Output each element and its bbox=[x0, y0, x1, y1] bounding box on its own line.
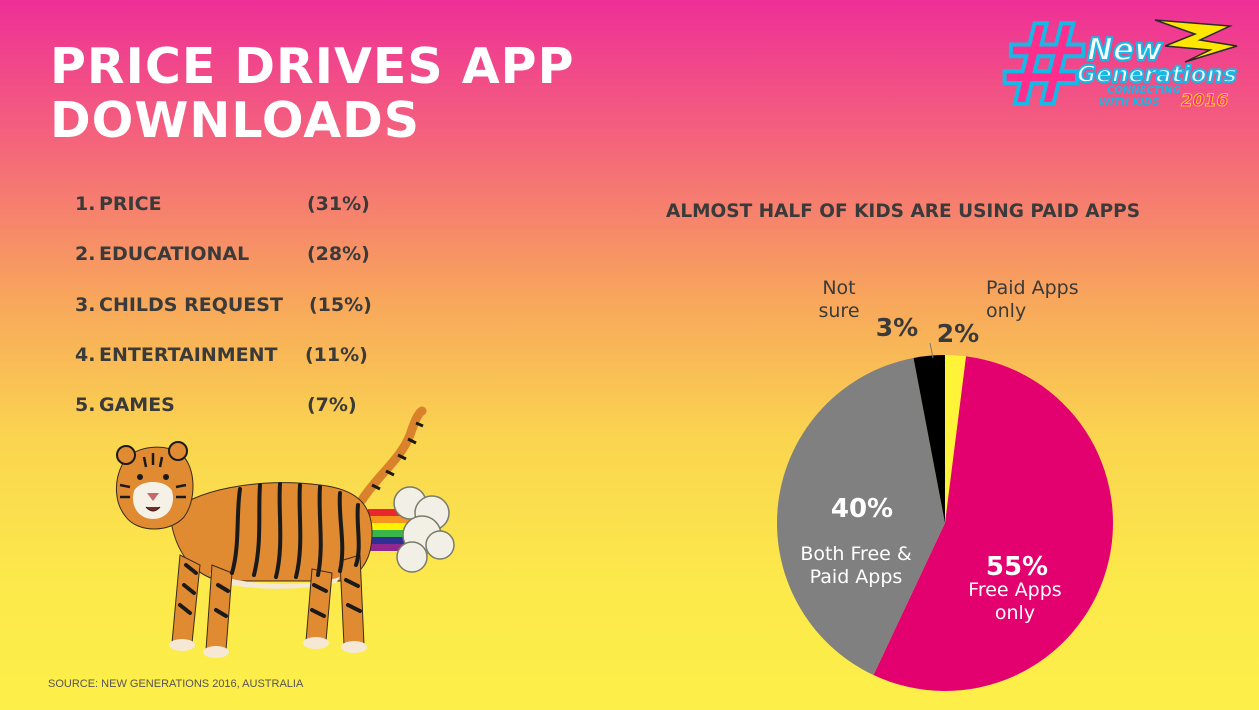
pie-category-label: Both Free & bbox=[800, 543, 912, 565]
tiger-head-stripes bbox=[119, 453, 187, 499]
pie-category-label: only bbox=[986, 300, 1026, 322]
ranking-value: (11%) bbox=[305, 343, 368, 366]
ranking-item: 5. GAMES (7%) bbox=[75, 394, 395, 444]
source-note: SOURCE: NEW GENERATIONS 2016, AUSTRALIA bbox=[48, 678, 304, 690]
ranking-list: 1. PRICE (31%) 2. EDUCATIONAL (28%) 3. CHILDS R… bbox=[75, 193, 395, 444]
pie-value-label: 3% bbox=[876, 313, 918, 342]
pie-value-label: 55% bbox=[986, 552, 1048, 582]
pie-category-label: Paid Apps bbox=[810, 566, 903, 588]
pie-category-label: Paid Apps bbox=[986, 277, 1079, 299]
tiger-mouth bbox=[145, 506, 161, 512]
logo-hash-mark: # bbox=[997, 12, 1091, 112]
pie-slices bbox=[777, 355, 1113, 691]
pie-category-label: sure bbox=[818, 300, 859, 322]
chart-title: ALMOST HALF OF KIDS ARE USING PAID APPS bbox=[666, 201, 1141, 222]
pie-category-label: Not bbox=[822, 277, 855, 299]
ranking-label: ENTERTAINMENT bbox=[99, 343, 278, 366]
rainbow-trail bbox=[368, 509, 410, 551]
tiger-ear-left bbox=[116, 445, 136, 465]
pie-category-label: only bbox=[995, 602, 1035, 624]
ranking-item: 2. EDUCATIONAL (28%) bbox=[75, 243, 395, 293]
ranking-item: 4. ENTERTAINMENT (11%) bbox=[75, 344, 395, 394]
tiger-eye-left bbox=[137, 474, 143, 480]
tiger-body-stripes bbox=[178, 482, 362, 618]
logo-lightning-bolt bbox=[1154, 19, 1238, 63]
tiger-legs bbox=[171, 554, 365, 651]
tiger-tail bbox=[357, 406, 427, 505]
ranking-label: CHILDS REQUEST bbox=[99, 293, 283, 316]
tiger-ear-right bbox=[168, 441, 188, 461]
logo-tagline-connecting: CONNECTING bbox=[1107, 85, 1181, 96]
tiger-illustration bbox=[116, 406, 455, 658]
ranking-number: 5. bbox=[75, 394, 96, 417]
ranking-value: (15%) bbox=[309, 293, 372, 316]
slide-title-line-2: DOWNLOADS bbox=[50, 92, 421, 149]
ranking-number: 3. bbox=[75, 293, 96, 316]
fart-cloud bbox=[393, 486, 455, 573]
new-generations-logo: # New Generations CONNECTING WITH KIDS 2… bbox=[995, 12, 1238, 112]
logo-year: 2016 bbox=[1181, 91, 1228, 111]
ranking-item: 1. PRICE (31%) bbox=[75, 193, 395, 243]
logo-generations-text: Generations bbox=[1077, 62, 1237, 88]
logo-new-text: New bbox=[1087, 32, 1163, 68]
pie-slice bbox=[913, 355, 945, 523]
pie-category-label: Free Apps bbox=[968, 579, 1061, 601]
tiger-nose bbox=[147, 493, 159, 501]
ranking-number: 2. bbox=[75, 243, 96, 266]
ranking-label: PRICE bbox=[99, 193, 162, 215]
logo-tagline-with-kids: WITH KIDS bbox=[1099, 97, 1159, 108]
tiger-eye-right bbox=[163, 474, 169, 480]
tiger-belly bbox=[210, 573, 340, 589]
pie-slice bbox=[873, 356, 1113, 691]
pie-slice bbox=[945, 355, 967, 523]
ranking-item: 3. CHILDS REQUEST (15%) bbox=[75, 294, 395, 344]
pie-value-label: 2% bbox=[937, 319, 979, 348]
slide-title: PRICE DRIVES APP DOWNLOADS bbox=[50, 40, 575, 148]
pie-slice bbox=[777, 357, 945, 676]
ranking-label: GAMES bbox=[99, 394, 175, 417]
ranking-label: EDUCATIONAL bbox=[99, 243, 250, 266]
ranking-value: (7%) bbox=[307, 394, 357, 417]
slide-title-line-1: PRICE DRIVES APP bbox=[50, 38, 575, 95]
ranking-value: (28%) bbox=[307, 243, 370, 266]
tiger-paws bbox=[169, 637, 367, 658]
ranking-number: 4. bbox=[75, 343, 96, 366]
ranking-number: 1. bbox=[75, 193, 96, 215]
ranking-value: (31%) bbox=[307, 193, 370, 215]
pie-value-label: 40% bbox=[831, 494, 893, 524]
not-sure-leader-line bbox=[929, 342, 934, 359]
tiger-tail-stripes bbox=[371, 421, 424, 491]
